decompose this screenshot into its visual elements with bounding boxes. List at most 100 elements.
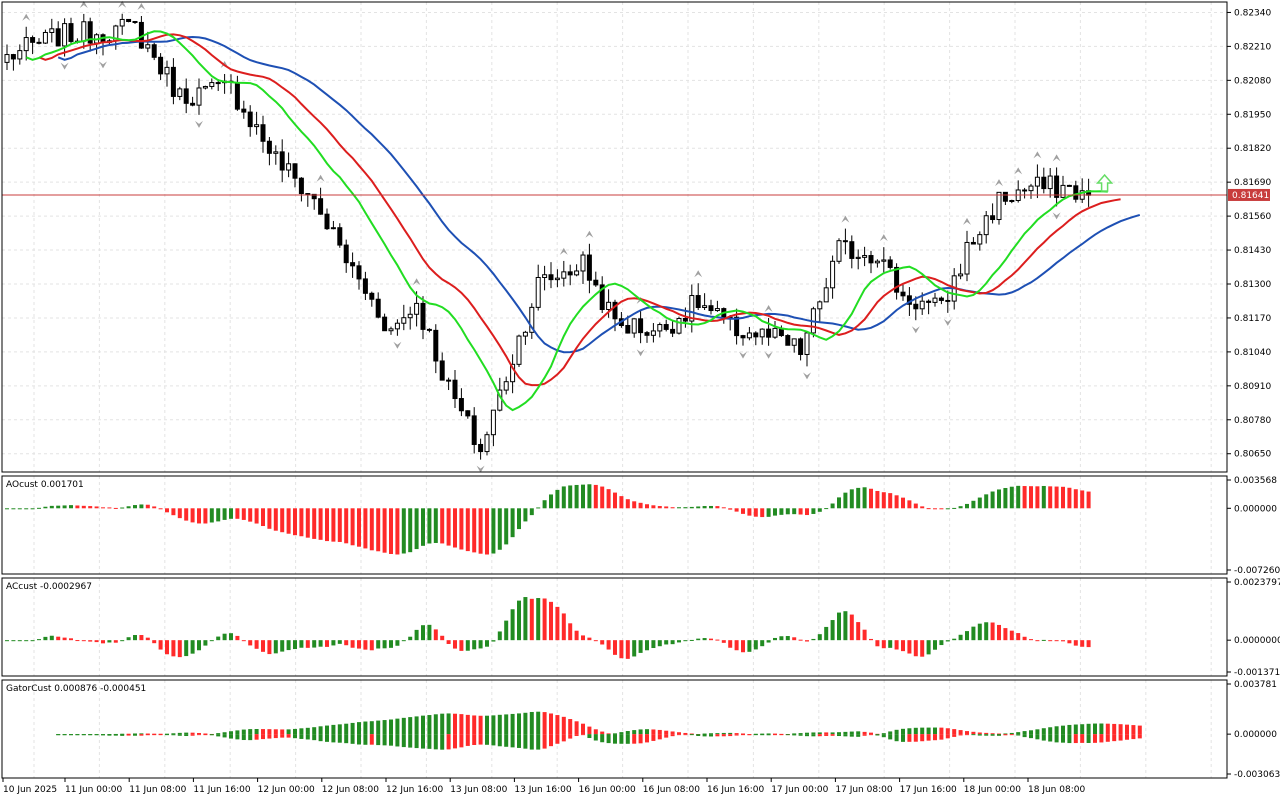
candle — [836, 238, 842, 264]
candle-body — [868, 255, 874, 264]
ac-bar — [837, 612, 841, 641]
ac-bar — [126, 637, 131, 641]
ac-panel[interactable] — [5, 597, 1091, 659]
candle — [484, 431, 490, 456]
ao-panel[interactable] — [5, 484, 1091, 555]
gator-lower-bar — [581, 734, 585, 736]
price-panel[interactable]: 0.81641 — [2, 0, 1270, 473]
gator-lower-bar — [235, 734, 240, 740]
candle-body — [87, 21, 93, 44]
ao-bar — [216, 508, 221, 522]
gator-lower-bar — [753, 734, 758, 736]
ac-bar — [965, 631, 969, 641]
ao-bar — [696, 506, 701, 509]
gator-panel[interactable] — [56, 711, 1142, 750]
gator-lower-bar — [440, 734, 445, 750]
ac-bar — [56, 636, 61, 641]
gator-lower-bar — [427, 734, 432, 749]
candle — [529, 303, 535, 339]
candle-body — [254, 124, 260, 128]
candle — [638, 309, 644, 344]
candle-body — [1073, 185, 1079, 200]
gator-upper-bar — [907, 728, 912, 735]
ac-bar — [574, 630, 579, 641]
ao-bar — [613, 492, 617, 509]
candle-body — [753, 332, 759, 338]
gator-upper-bar — [510, 713, 515, 735]
candle — [798, 337, 804, 361]
candle — [561, 260, 567, 287]
candle — [164, 60, 170, 87]
candle — [177, 86, 183, 101]
ao-bar — [235, 508, 240, 519]
ac-bar — [862, 629, 867, 641]
gator-upper-bar — [1125, 724, 1129, 735]
fractal-up-icon — [1033, 151, 1042, 159]
ao-bar — [43, 506, 48, 509]
ao-bar — [145, 504, 150, 509]
candle-body — [836, 240, 842, 262]
ao-bar — [37, 507, 41, 509]
candle-body — [567, 271, 573, 276]
ac-bar — [958, 634, 963, 641]
fractal-up-icon — [412, 278, 421, 286]
gator-lower-bar — [913, 734, 918, 742]
ac-bar — [1041, 639, 1046, 641]
gator-lower-bar — [491, 734, 496, 746]
gator-lower-bar — [689, 734, 694, 736]
candle-body — [241, 108, 247, 113]
ac-bar — [702, 638, 707, 641]
candle-body — [388, 328, 394, 332]
ao-bar — [369, 508, 374, 551]
ao-bar — [197, 508, 201, 524]
ao-bar — [165, 508, 169, 513]
candle — [938, 296, 944, 305]
ao-bar — [62, 505, 67, 509]
candle — [471, 407, 477, 454]
candle-body — [369, 292, 375, 300]
gator-lower-bar — [299, 734, 304, 739]
ao-bar — [869, 488, 873, 509]
ac-bar — [177, 640, 182, 658]
ac-bar — [977, 623, 982, 641]
candle — [273, 145, 279, 165]
gator-lower-bar — [497, 734, 502, 747]
ac-bar — [843, 611, 848, 641]
gator-upper-bar — [606, 733, 611, 735]
gator-lower-bar — [574, 734, 579, 736]
fractal-down-icon — [476, 465, 485, 473]
ao-bar — [702, 506, 707, 509]
ao-bar — [280, 508, 285, 533]
candle — [209, 78, 215, 90]
ac-bar — [395, 640, 400, 646]
ac-bar — [817, 634, 822, 641]
ac-bar — [401, 640, 406, 642]
gator-lower-bar — [945, 734, 950, 739]
ac-bar — [5, 640, 9, 642]
ao-bar — [728, 508, 733, 510]
ac-bar — [869, 638, 873, 641]
candle — [503, 376, 509, 395]
ac-bar — [49, 635, 54, 641]
candle — [996, 191, 1002, 225]
gator-upper-bar — [805, 732, 809, 735]
fractal-up-icon — [1014, 167, 1023, 175]
gator-lower-bar — [670, 734, 675, 737]
ao-bar — [75, 505, 80, 509]
ac-bar — [939, 640, 944, 646]
gator-upper-bar — [721, 732, 726, 735]
candle — [446, 377, 452, 391]
gator-upper-bar — [433, 714, 438, 735]
candle — [881, 247, 887, 274]
gator-upper-bar — [773, 733, 777, 735]
time-axis-label: 10 Jun 2025 — [3, 785, 57, 795]
gator-upper-bar — [568, 719, 573, 735]
ac-bar — [421, 625, 425, 641]
gator-upper-bar — [145, 733, 150, 735]
candle-body — [849, 241, 855, 259]
fractal-up-icon — [694, 270, 703, 278]
candle-body — [529, 306, 535, 333]
ac-bar — [491, 640, 496, 642]
ao-bar — [798, 508, 803, 515]
